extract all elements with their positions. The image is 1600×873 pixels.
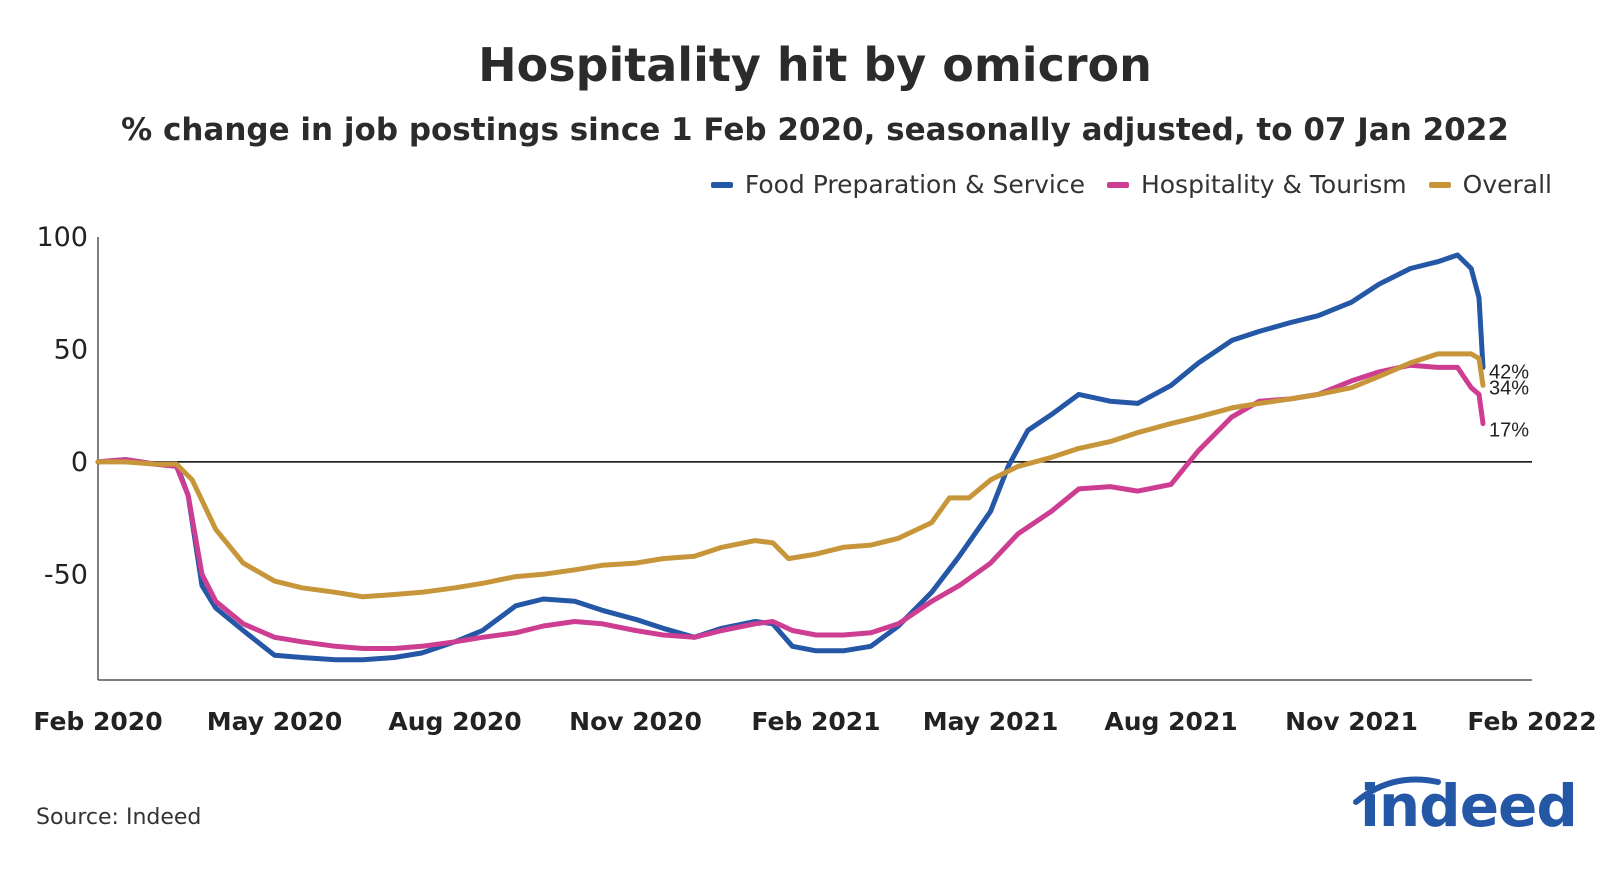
y-tick-label: 100 [36, 222, 88, 253]
series-end-label: 42% [1489, 361, 1529, 383]
x-tick-label: Feb 2020 [33, 707, 162, 736]
x-tick-label: Feb 2021 [751, 707, 880, 736]
chart-subtitle: % change in job postings since 1 Feb 202… [121, 112, 1509, 148]
legend-label-hospitality-tourism: Hospitality & Tourism [1140, 170, 1407, 199]
x-tick-label: Aug 2021 [1104, 707, 1237, 736]
series-line-overall [95, 351, 1486, 600]
legend-item-hospitality-tourism: Hospitality & Tourism [1106, 170, 1407, 199]
legend-swatch-hospitality-tourism [1106, 181, 1129, 188]
chart-legend: Food Preparation & Service Hospitality &… [689, 170, 1552, 199]
legend-swatch-overall [1428, 181, 1451, 188]
x-tick-label: May 2021 [923, 707, 1059, 736]
x-tick-label: Feb 2022 [1467, 707, 1596, 736]
legend-label-overall: Overall [1462, 170, 1552, 199]
x-tick-label: Nov 2021 [1285, 707, 1418, 736]
y-tick-label: 0 [71, 447, 88, 478]
x-tick-label: Aug 2020 [388, 707, 521, 736]
legend-swatch-food-preparation [710, 181, 733, 188]
source-note: Source: Indeed [36, 805, 202, 830]
legend-label-food-preparation: Food Preparation & Service [744, 170, 1085, 199]
x-tick-label: Nov 2020 [569, 707, 702, 736]
series-line-hospitality-tourism [95, 362, 1486, 651]
legend-item-overall: Overall [1428, 170, 1552, 199]
chart-title: Hospitality hit by omicron [478, 38, 1152, 92]
x-tick-label: May 2020 [207, 707, 343, 736]
legend-item-food-preparation: Food Preparation & Service [710, 170, 1085, 199]
series-end-label: 34% [1489, 377, 1529, 399]
indeed-logo: indeed [1360, 772, 1578, 840]
indeed-logo-arc-icon [1353, 776, 1441, 805]
series-line-food-preparation-service [95, 252, 1486, 663]
y-tick-label: 50 [54, 334, 88, 365]
series-end-label: 17% [1489, 420, 1529, 442]
y-tick-label: -50 [44, 559, 88, 590]
